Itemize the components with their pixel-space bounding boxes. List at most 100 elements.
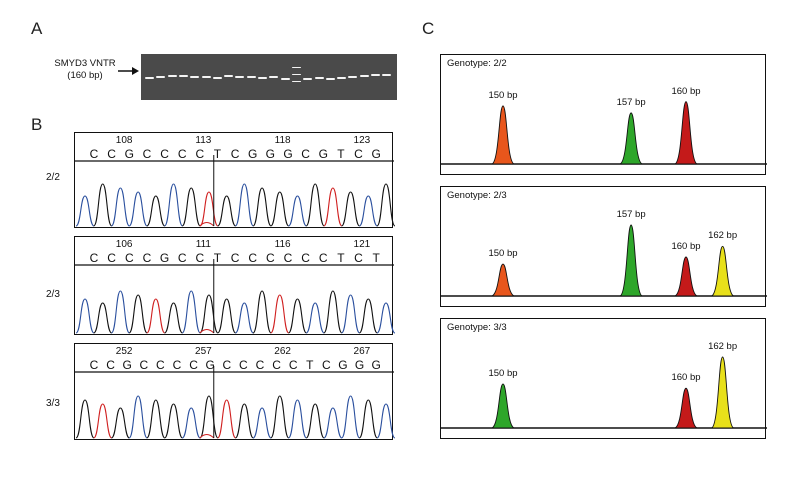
fragment-analysis-panel: Genotype: 2/2 150 bp 157 bp 160 bp [440, 54, 767, 175]
panel-label-c: C [422, 19, 435, 38]
chromatogram-panel: 252 257 262 267 C C G C C C C G C C C C C T C G G G [74, 343, 396, 440]
sequence-base-call: C [301, 147, 310, 161]
chromatogram-trace-peak [163, 403, 184, 439]
sequence-base-call: C [89, 358, 99, 372]
sequence-base-call: T [337, 251, 345, 265]
sequence-base-call: G [371, 147, 381, 161]
gel-band [359, 75, 369, 77]
chromatogram-trace-peak [146, 298, 166, 334]
panel-label-a: A [31, 19, 43, 38]
fragment-peak-label: 162 bp [708, 341, 738, 352]
sequence-position-number: 267 [353, 346, 371, 357]
gel-band [337, 77, 347, 79]
chromatogram-trace-peak [358, 195, 378, 227]
fragment-peaks-plot [441, 224, 767, 297]
chromatogram-trace-peak [341, 395, 361, 439]
sequence-base-call: C [189, 358, 198, 372]
chromatogram-trace-peak [146, 195, 166, 227]
sequence-base-call: C [230, 147, 240, 161]
gel-band [224, 75, 234, 77]
chromatogram-traces [75, 366, 396, 439]
sequence-base-call: G [338, 358, 348, 372]
sequence-base-call: G [159, 251, 170, 265]
chromatogram-trace-peak [181, 187, 201, 227]
chromatogram-trace-peak [305, 302, 325, 334]
chromatogram-genotype-label: 2/3 [46, 289, 60, 300]
fragment-peak [674, 101, 698, 165]
chromatogram-trace-peak [181, 407, 201, 439]
chromatogram-trace-peak [146, 399, 166, 439]
sequence-base-call: C [283, 251, 293, 265]
chromatogram-trace-peak [93, 302, 113, 334]
sequence-base-call: C [222, 358, 232, 372]
sequence-position-number: 113 [195, 135, 212, 146]
chromatogram-panel: 108 113 118 123 C C G C C C C T C G G G C G T C G [74, 132, 396, 228]
sequence-base-call: C [177, 251, 187, 265]
sequence-base-call: C [354, 147, 363, 161]
fragment-peak-label: 150 bp [488, 89, 518, 101]
gel-band [258, 77, 267, 79]
chromatogram-trace-peak [181, 290, 201, 334]
gel-band [246, 76, 256, 78]
fragment-peak [619, 112, 643, 165]
fragment-peak [491, 263, 515, 297]
chromatogram-trace-peak [199, 191, 219, 227]
chromatogram-trace-peak [128, 191, 148, 227]
fragment-peak-label: 157 bp [616, 96, 646, 108]
gel-band [382, 74, 392, 76]
fragment-genotype-title: Genotype: 3/3 [447, 322, 507, 333]
sequence-position-number: 262 [274, 346, 291, 357]
panel-label-b: B [31, 115, 43, 134]
chromatogram-trace-peak [270, 395, 290, 439]
chromatogram-trace-peak [376, 302, 396, 334]
chromatogram-trace-peak [287, 399, 308, 439]
sequence-position-number: 118 [274, 135, 291, 146]
gel-band [371, 74, 380, 76]
chromatogram-trace-peak [376, 403, 396, 439]
sequence-base-call: C [172, 358, 182, 372]
sequence-base-call: C [354, 251, 363, 265]
fragment-peak [674, 256, 698, 297]
sequence-base-call: C [195, 147, 205, 161]
gel-band [167, 75, 177, 77]
chromatogram-trace-peak [75, 399, 95, 439]
chromatogram-trace-peak [252, 407, 272, 439]
gel-band [212, 77, 222, 79]
sequence-base-call: C [255, 358, 265, 372]
sequence-base-call: G [248, 147, 258, 161]
gel-band [235, 76, 245, 78]
chromatogram-trace-peak [305, 183, 325, 227]
chromatogram-trace-peak [287, 298, 308, 334]
gel-band [291, 81, 301, 82]
chromatogram-trace-peak [323, 407, 343, 439]
sequence-base-call: C [89, 251, 99, 265]
gel-band [291, 74, 301, 75]
chromatogram-trace-peak [305, 403, 325, 439]
sequence-base-call: C [195, 251, 205, 265]
gel-band [269, 76, 279, 78]
sequence-base-call: G [122, 358, 132, 372]
fragment-peak-label: 160 bp [671, 240, 701, 252]
sequence-position-number: 108 [115, 135, 133, 146]
gel-label: SMYD3 VNTR (160 bp) [50, 58, 120, 82]
sequence-base-call: G [318, 147, 328, 161]
fragment-peak-label: 150 bp [488, 367, 518, 379]
chromatogram-minor-peak [199, 329, 215, 334]
gel-band [314, 77, 324, 79]
sequence-base-call: C [301, 251, 310, 265]
fragment-peak [711, 245, 734, 297]
chromatogram-trace-peak [341, 191, 361, 227]
chromatogram-trace-peak [323, 290, 343, 334]
sequence-position-number: 257 [195, 346, 212, 357]
sequence-base-call: C [272, 358, 281, 372]
sequence-base-call: C [142, 251, 152, 265]
fragment-peak-label: 150 bp [488, 248, 518, 260]
sequence-base-call: C [107, 147, 116, 161]
sequence-position-number: 121 [353, 239, 371, 250]
sequence-base-call: C [239, 358, 248, 372]
gel-band [178, 75, 188, 77]
chromatogram-trace-peak [128, 294, 148, 334]
chromatogram-trace-peak [341, 294, 361, 334]
chromatogram-trace-peak [287, 195, 308, 227]
